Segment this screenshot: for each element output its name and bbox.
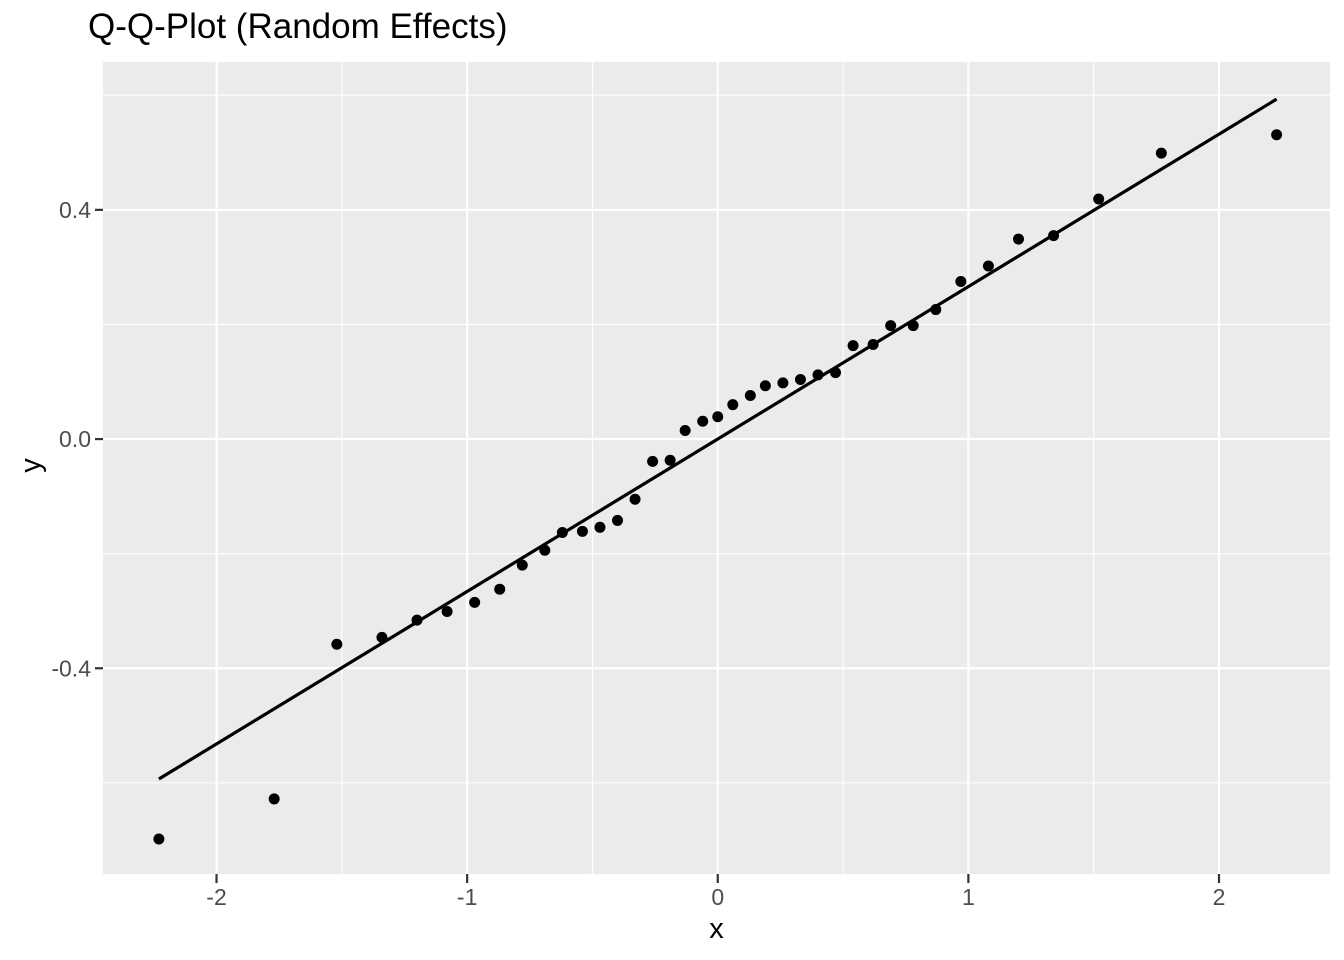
qq-point bbox=[331, 638, 343, 650]
qq-point bbox=[539, 544, 551, 556]
qq-point bbox=[794, 373, 806, 385]
y-axis-title: y bbox=[14, 458, 47, 473]
qq-point bbox=[376, 631, 388, 643]
qq-point bbox=[516, 559, 528, 571]
y-tick-label: 0.4 bbox=[59, 197, 91, 223]
qq-point bbox=[153, 833, 165, 845]
y-tick-label: -0.4 bbox=[51, 655, 91, 681]
qq-point bbox=[907, 320, 919, 332]
qq-point bbox=[759, 380, 771, 392]
x-tick-label: 1 bbox=[962, 884, 975, 910]
qq-point bbox=[847, 340, 859, 352]
qq-point bbox=[955, 275, 967, 287]
qq-point bbox=[1012, 233, 1024, 245]
qq-point bbox=[629, 493, 641, 505]
qq-point bbox=[556, 526, 568, 538]
qq-point bbox=[1271, 129, 1283, 141]
qq-point bbox=[697, 415, 709, 427]
panel-background bbox=[103, 62, 1330, 874]
qq-point bbox=[1093, 193, 1105, 205]
plot-title: Q-Q-Plot (Random Effects) bbox=[88, 7, 508, 46]
qq-point bbox=[268, 793, 280, 805]
qq-point bbox=[867, 339, 879, 351]
qq-point bbox=[594, 521, 606, 533]
qq-point bbox=[930, 304, 942, 316]
qq-point bbox=[441, 606, 453, 618]
qq-point bbox=[885, 320, 897, 332]
qq-point bbox=[812, 369, 824, 381]
qq-point bbox=[411, 614, 423, 626]
qq-point bbox=[1048, 230, 1060, 242]
qq-point bbox=[982, 260, 994, 272]
qq-point bbox=[727, 399, 739, 411]
qq-point bbox=[679, 424, 691, 436]
qq-point bbox=[744, 390, 756, 402]
x-tick-label: -1 bbox=[457, 884, 477, 910]
qq-point bbox=[469, 596, 481, 608]
qq-point bbox=[777, 377, 789, 389]
qq-point bbox=[612, 514, 624, 526]
x-tick-label: 0 bbox=[711, 884, 724, 910]
qq-point bbox=[576, 525, 588, 537]
qq-point bbox=[712, 411, 724, 423]
x-tick-label: -2 bbox=[206, 884, 226, 910]
reference-line bbox=[158, 97, 1278, 781]
qq-point bbox=[830, 367, 842, 379]
qq-point bbox=[647, 455, 659, 467]
qq-point bbox=[664, 454, 676, 466]
y-tick-label: 0.0 bbox=[59, 426, 91, 452]
qq-point bbox=[494, 583, 506, 595]
x-axis-title: x bbox=[709, 913, 724, 945]
qq-point bbox=[1155, 147, 1167, 159]
x-tick-label: 2 bbox=[1213, 884, 1226, 910]
